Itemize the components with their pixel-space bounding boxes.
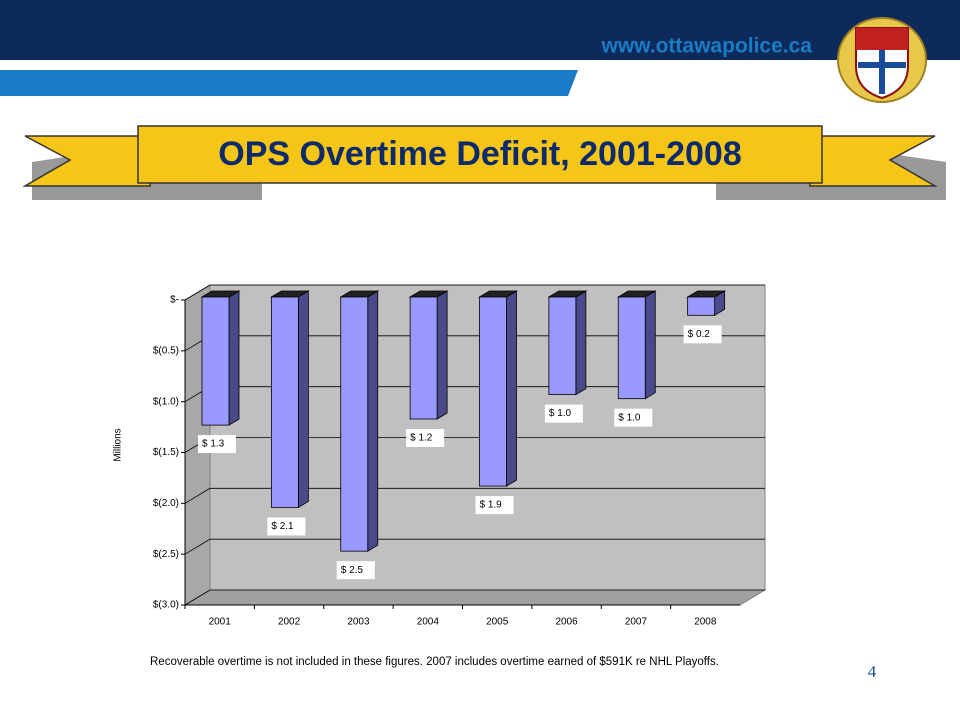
y-tick-label: $(3.0) [153, 600, 179, 611]
bar [201, 296, 230, 426]
header-stripe [0, 70, 578, 96]
bar [270, 296, 299, 508]
plot: $- $(0.5) $(1.0) $(1.5) $(2.0) $(2.5) $(3.0) 20… [153, 284, 765, 628]
value-label-box [475, 496, 514, 515]
header-band [0, 0, 960, 60]
value-label-box [406, 429, 445, 447]
bar-side [644, 290, 656, 400]
chart-title: OPS Overtime Deficit, 2001-2008 [218, 135, 742, 173]
y-tick-label: $(2.0) [153, 498, 179, 509]
grid-line [184, 487, 765, 504]
title-ribbon [22, 125, 946, 200]
value-label-box [544, 404, 583, 423]
header-url: www.ottawapolice.ca [601, 35, 813, 58]
value-label-box [336, 561, 375, 580]
bar-side [575, 290, 587, 396]
value-label: $ 2.1 [271, 521, 294, 532]
y-axis-label: Millions [113, 428, 124, 461]
value-label-box [198, 435, 236, 454]
x-tick-label: 2007 [625, 617, 648, 628]
grid-line [184, 284, 765, 301]
bar [479, 296, 507, 487]
bar [617, 296, 646, 400]
value-label: $ 1.0 [618, 412, 641, 423]
footnote: Recoverable overtime is not included in … [150, 656, 719, 668]
bar [548, 296, 577, 395]
y-tick-label: $(2.5) [153, 549, 179, 560]
value-label: $ 1.0 [549, 408, 572, 419]
bar [409, 296, 438, 420]
page-number: 4 [868, 662, 877, 681]
value-label: $ 1.9 [480, 500, 503, 511]
bar-side [367, 290, 379, 552]
x-tick-label: 2004 [417, 617, 440, 628]
y-tick-label: $- [170, 295, 179, 306]
value-label: $ 2.5 [341, 565, 364, 576]
y-tick-label: $(1.5) [153, 447, 179, 458]
bar [687, 296, 716, 316]
y-tick-label: $(1.0) [153, 396, 179, 407]
bar-side [228, 290, 240, 426]
value-label: $ 1.3 [202, 439, 225, 450]
bar-side [506, 290, 517, 487]
x-tick-label: 2001 [209, 617, 232, 628]
bar-side [297, 290, 309, 509]
floor [183, 589, 767, 606]
x-tick-label: 2002 [278, 617, 301, 628]
x-tick-label: 2008 [694, 617, 717, 628]
grid-line [184, 538, 765, 555]
bar-side [436, 290, 448, 420]
bar [340, 296, 369, 552]
value-label-box [267, 517, 306, 536]
value-label: $ 1.2 [410, 433, 433, 444]
crest [837, 17, 927, 103]
value-label-box [614, 408, 653, 427]
y-tick-label: $(0.5) [153, 345, 179, 356]
value-label: $ 0.2 [688, 329, 711, 340]
x-tick-label: 2005 [486, 617, 509, 628]
x-tick-label: 2006 [555, 617, 578, 628]
grid-line [184, 589, 765, 606]
value-label-box [683, 325, 722, 344]
x-tick-label: 2003 [347, 617, 370, 628]
